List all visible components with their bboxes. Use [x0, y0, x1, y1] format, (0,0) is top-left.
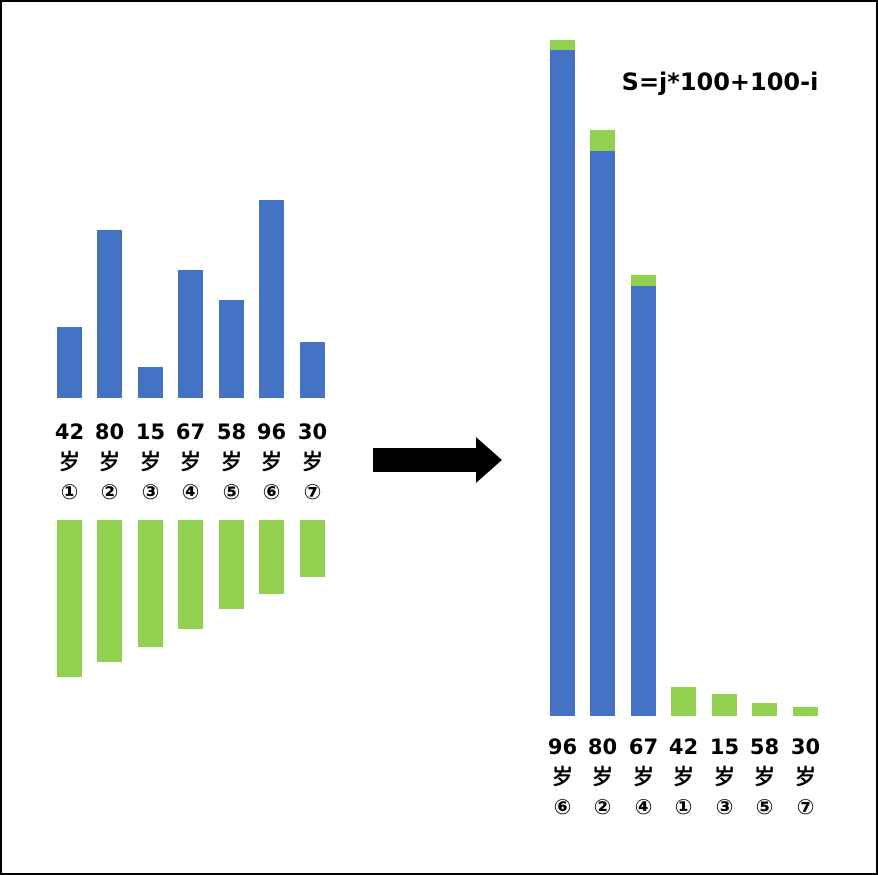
age-label: 58: [217, 420, 246, 444]
age-label: 42: [55, 420, 84, 444]
unit-label: 岁: [754, 765, 775, 789]
unit-label: 岁: [714, 765, 735, 789]
green-bar: [550, 40, 575, 50]
index-label: ①: [675, 795, 693, 819]
index-label: ③: [716, 795, 734, 819]
age-label: 96: [548, 735, 577, 759]
green-bar: [793, 707, 818, 716]
green-bar: [671, 687, 696, 716]
green-bar: [219, 520, 244, 609]
green-bar: [259, 520, 284, 594]
blue-bar: [178, 270, 203, 398]
index-label: ④: [635, 795, 653, 819]
index-label: ①: [61, 480, 79, 504]
unit-label: 岁: [795, 765, 816, 789]
index-label: ⑥: [554, 795, 572, 819]
age-label: 80: [588, 735, 617, 759]
age-label: 15: [136, 420, 165, 444]
index-label: ⑦: [797, 795, 815, 819]
age-label: 42: [669, 735, 698, 759]
blue-bar: [219, 300, 244, 398]
blue-bar: [138, 367, 163, 398]
age-label: 80: [95, 420, 124, 444]
unit-label: 岁: [180, 450, 201, 474]
age-label: 58: [750, 735, 779, 759]
unit-label: 岁: [673, 765, 694, 789]
green-bar: [300, 520, 325, 577]
blue-bar: [57, 327, 82, 398]
age-label: 67: [176, 420, 205, 444]
age-label: 96: [257, 420, 286, 444]
unit-label: 岁: [302, 450, 323, 474]
index-label: ④: [182, 480, 200, 504]
green-bar: [631, 275, 656, 286]
green-bar: [57, 520, 82, 677]
blue-bar: [259, 200, 284, 398]
unit-label: 岁: [99, 450, 120, 474]
age-label: 30: [298, 420, 327, 444]
green-bar: [97, 520, 122, 662]
unit-label: 岁: [592, 765, 613, 789]
index-label: ⑤: [756, 795, 774, 819]
index-label: ⑥: [263, 480, 281, 504]
arrow-head: [476, 437, 502, 483]
blue-bar: [97, 230, 122, 398]
formula: S=j*100+100-i: [622, 68, 819, 96]
unit-label: 岁: [59, 450, 80, 474]
age-label: 67: [629, 735, 658, 759]
green-bar: [178, 520, 203, 629]
arrow-shaft: [373, 448, 477, 472]
index-label: ③: [142, 480, 160, 504]
blue-bar: [590, 151, 615, 716]
green-bar: [138, 520, 163, 647]
index-label: ⑦: [304, 480, 322, 504]
unit-label: 岁: [633, 765, 654, 789]
green-bar: [752, 703, 777, 716]
blue-bar: [550, 50, 575, 716]
age-label: 30: [791, 735, 820, 759]
index-label: ②: [594, 795, 612, 819]
index-label: ②: [101, 480, 119, 504]
unit-label: 岁: [261, 450, 282, 474]
unit-label: 岁: [552, 765, 573, 789]
green-bar: [590, 130, 615, 151]
age-label: 15: [710, 735, 739, 759]
green-bar: [712, 694, 737, 716]
unit-label: 岁: [140, 450, 161, 474]
index-label: ⑤: [223, 480, 241, 504]
blue-bar: [631, 286, 656, 716]
blue-bar: [300, 342, 325, 398]
unit-label: 岁: [221, 450, 242, 474]
